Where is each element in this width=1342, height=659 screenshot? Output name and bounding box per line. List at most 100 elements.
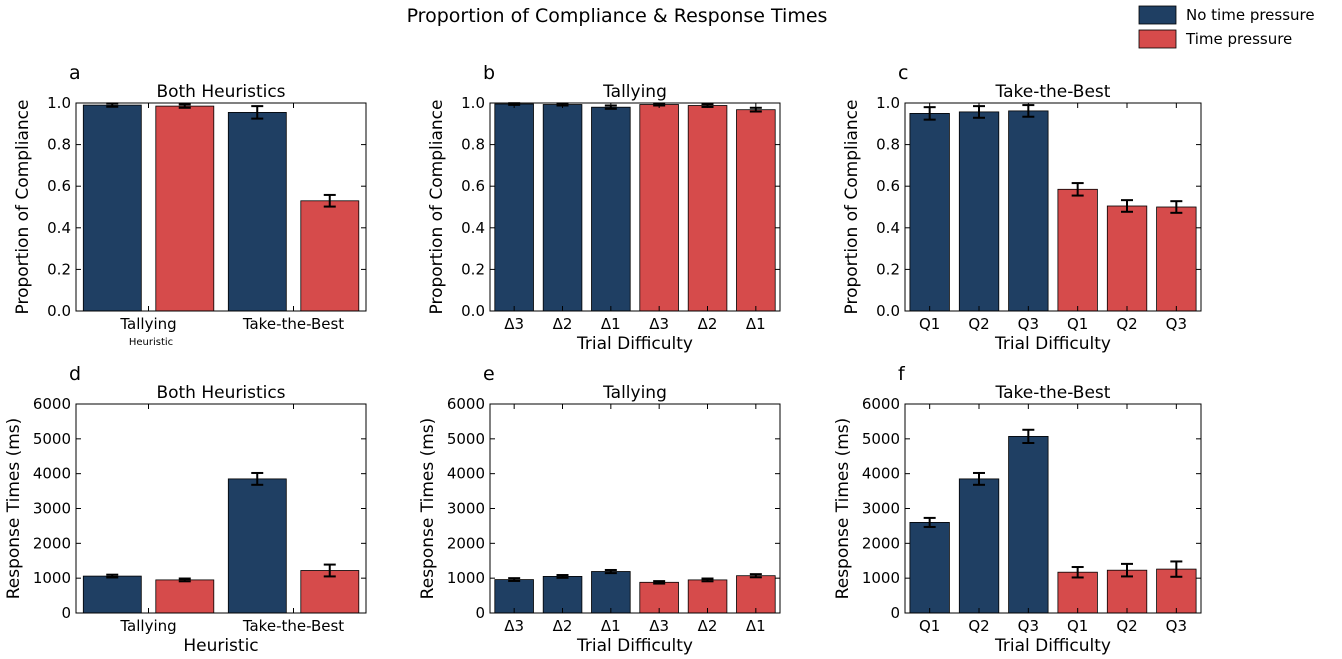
- y-tick-label-c-5: 1.0: [876, 94, 900, 112]
- axes-frame-c: [904, 102, 1202, 312]
- bar-a-0: [82, 104, 142, 312]
- y-tick-label-e-4: 4000: [447, 465, 485, 483]
- y-tick-label-e-2: 2000: [447, 534, 485, 552]
- x-tick-label-f-1: Q2: [968, 617, 989, 635]
- bar-d-0: [82, 575, 142, 614]
- x-tick-label-f-2: Q3: [1018, 617, 1039, 635]
- y-tick-label-d-4: 4000: [33, 465, 71, 483]
- bar-e-5: [736, 575, 776, 614]
- bar-b-0: [494, 103, 534, 312]
- bar-c-1: [958, 111, 1000, 312]
- x-tick-label-f-4: Q2: [1116, 617, 1137, 635]
- x-tick-label-b-2: Δ1: [601, 315, 621, 333]
- panel-c: 0.0 0.2 0.4 0.6 0.8 1.0 Q1 Q2 Q3 Q1 Q2 Q3 Take-the-B…: [842, 62, 1202, 354]
- x-tick-label-c-2: Q3: [1018, 315, 1039, 333]
- y-tick-label-f-5: 5000: [862, 430, 900, 448]
- y-tick-label-e-5: 5000: [447, 430, 485, 448]
- bar-e-4: [687, 579, 728, 614]
- y-tick-label-d-2: 2000: [33, 534, 71, 552]
- panel-title-f: Take-the-Best: [995, 383, 1111, 403]
- x-tick-label-b-1: Δ2: [553, 315, 573, 333]
- legend-swatch-no-pressure: [1138, 5, 1177, 25]
- y-tick-label-a-5: 1.0: [47, 94, 71, 112]
- x-tick-label-f-3: Q1: [1067, 617, 1088, 635]
- bar-c-2: [1008, 110, 1049, 312]
- bar-a-1: [155, 105, 215, 312]
- y-axis-label-f: Response Times (ms): [833, 418, 853, 600]
- y-tick-label-d-6: 6000: [33, 395, 71, 413]
- panel-title-a: Both Heuristics: [156, 82, 285, 102]
- x-tick-label-d-0: Tallying: [119, 617, 176, 635]
- y-axis-label-e: Response Times (ms): [418, 418, 438, 600]
- y-tick-label-b-0: 0.0: [461, 302, 485, 320]
- bar-d-2: [227, 478, 287, 614]
- panel-letter-a: a: [69, 62, 81, 84]
- bar-c-5: [1156, 206, 1197, 312]
- x-axis-label-a: Heuristic: [129, 337, 173, 348]
- bar-c-0: [909, 113, 950, 312]
- bar-b-5: [736, 109, 776, 312]
- panel-title-b: Tallying: [602, 82, 667, 102]
- bar-d-1: [155, 579, 215, 614]
- bar-c-3: [1057, 188, 1098, 312]
- x-axis-label-b: Trial Difficulty: [576, 334, 693, 354]
- bar-a-2: [227, 112, 287, 312]
- bar-a-3: [300, 200, 360, 312]
- bar-b-4: [687, 105, 728, 312]
- bar-e-0: [494, 579, 534, 614]
- x-tick-label-f-0: Q1: [919, 617, 940, 635]
- panel-letter-e: e: [483, 363, 495, 385]
- legend-swatch-pressure: [1138, 29, 1177, 49]
- legend: No time pressure Time pressure: [1138, 5, 1315, 49]
- y-tick-label-f-6: 6000: [862, 395, 900, 413]
- y-tick-label-c-0: 0.0: [876, 302, 900, 320]
- panel-a: 0.0 0.2 0.4 0.6 0.8 1.0 Tallying Take-the-Best B…: [13, 62, 367, 348]
- panel-letter-f: f: [898, 363, 906, 385]
- y-axis-label-c: Proportion of Compliance: [842, 100, 862, 315]
- bar-e-2: [591, 571, 631, 614]
- y-tick-label-b-5: 1.0: [461, 94, 485, 112]
- bar-b-2: [591, 106, 631, 312]
- panel-f: 0 1000 2000 3000 4000 5000 6000 Q1 Q2 Q3 Q1 Q2 Q3 Tak…: [833, 363, 1202, 656]
- x-tick-label-c-1: Q2: [968, 315, 989, 333]
- y-tick-label-f-0: 0: [890, 604, 900, 622]
- x-tick-label-e-5: Δ1: [746, 617, 766, 635]
- y-tick-label-e-6: 6000: [447, 395, 485, 413]
- y-tick-label-b-4: 0.8: [461, 136, 485, 154]
- x-tick-label-b-0: Δ3: [504, 315, 524, 333]
- bar-b-3: [639, 104, 679, 312]
- legend-label-pressure: Time pressure: [1185, 30, 1292, 48]
- y-tick-label-f-4: 4000: [862, 465, 900, 483]
- x-tick-label-b-5: Δ1: [746, 315, 766, 333]
- x-tick-label-b-3: Δ3: [649, 315, 669, 333]
- y-tick-label-d-1: 1000: [33, 569, 71, 587]
- y-tick-label-c-4: 0.8: [876, 136, 900, 154]
- y-tick-label-d-3: 3000: [33, 500, 71, 518]
- y-tick-label-c-1: 0.2: [876, 260, 900, 278]
- y-tick-label-a-2: 0.4: [47, 219, 71, 237]
- y-tick-label-d-5: 5000: [33, 430, 71, 448]
- y-tick-label-a-0: 0.0: [47, 302, 71, 320]
- x-axis-label-e: Trial Difficulty: [576, 636, 693, 656]
- y-tick-label-d-0: 0: [61, 604, 71, 622]
- x-tick-label-e-1: Δ2: [553, 617, 573, 635]
- panel-letter-b: b: [483, 62, 495, 84]
- y-tick-label-b-2: 0.4: [461, 219, 485, 237]
- x-tick-label-f-5: Q3: [1166, 617, 1187, 635]
- x-tick-label-a-1: Take-the-Best: [242, 315, 344, 333]
- y-axis-label-a: Proportion of Compliance: [13, 100, 33, 315]
- panel-letter-d: d: [69, 363, 81, 385]
- y-tick-label-c-3: 0.6: [876, 177, 900, 195]
- x-tick-label-a-0: Tallying: [119, 315, 176, 333]
- axes-frame-a: [75, 102, 367, 312]
- y-tick-label-e-3: 3000: [447, 500, 485, 518]
- x-tick-label-e-0: Δ3: [504, 617, 524, 635]
- x-tick-label-c-3: Q1: [1067, 315, 1088, 333]
- y-tick-label-e-0: 0: [475, 604, 485, 622]
- y-tick-label-a-3: 0.6: [47, 177, 71, 195]
- x-tick-label-e-4: Δ2: [698, 617, 718, 635]
- bar-f-3: [1057, 571, 1098, 614]
- x-tick-label-c-4: Q2: [1116, 315, 1137, 333]
- panel-title-c: Take-the-Best: [995, 82, 1111, 102]
- x-tick-label-c-5: Q3: [1166, 315, 1187, 333]
